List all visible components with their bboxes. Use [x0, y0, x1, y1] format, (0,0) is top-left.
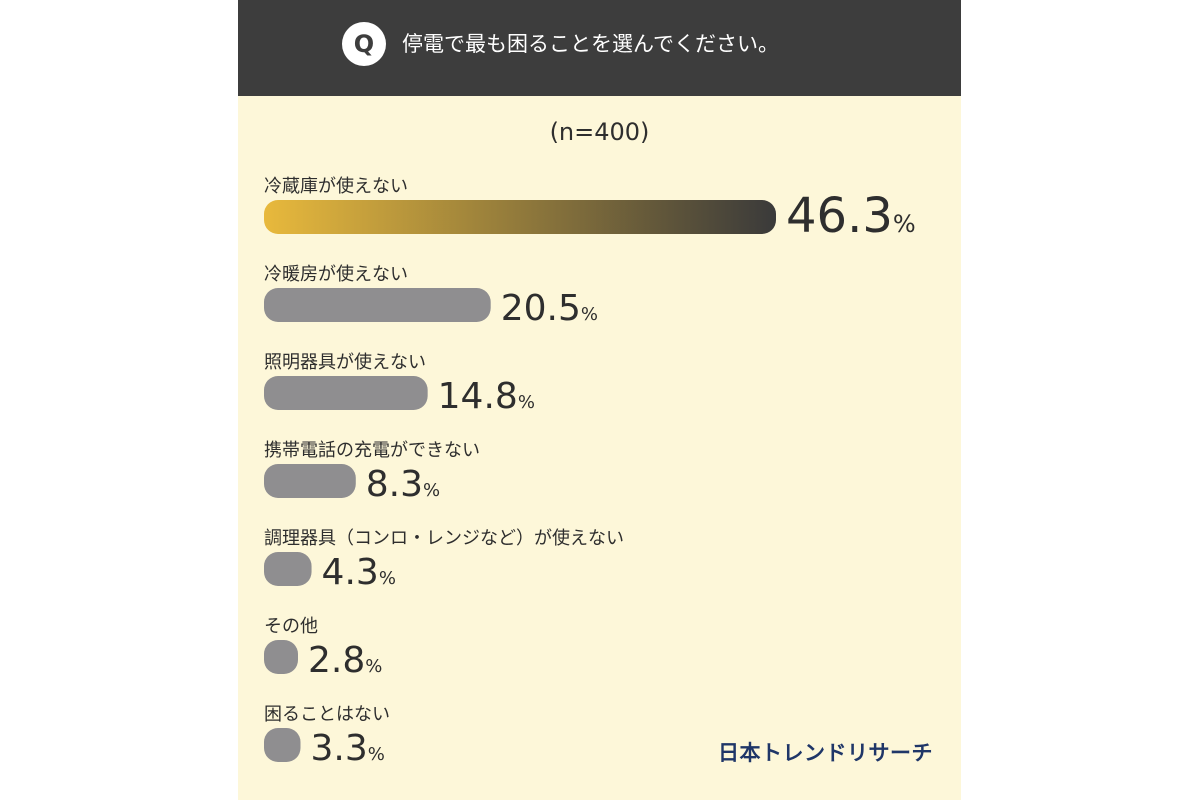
- value-unit: %: [365, 656, 382, 677]
- value-unit: %: [518, 392, 535, 413]
- category-label: 照明器具が使えない: [264, 352, 426, 373]
- value-unit: %: [379, 568, 396, 589]
- category-label: その他: [264, 616, 318, 637]
- bar: [264, 200, 776, 234]
- value-unit: %: [581, 304, 598, 325]
- bar: [264, 728, 301, 762]
- sample-size-note: (n=400): [549, 118, 650, 146]
- brand-logo: 日本トレンドリサーチ: [718, 741, 933, 765]
- bar: [264, 376, 428, 410]
- value-number: 8.3: [366, 464, 423, 505]
- value-label: 14.8%: [438, 376, 535, 417]
- q-badge: Q: [342, 22, 386, 66]
- value-number: 14.8: [438, 376, 518, 417]
- value-number: 2.8: [308, 640, 365, 681]
- category-label: 調理器具（コンロ・レンジなど）が使えない: [264, 528, 624, 549]
- value-unit: %: [893, 210, 916, 238]
- value-number: 3.3: [310, 728, 367, 769]
- bar: [264, 552, 312, 586]
- value-unit: %: [423, 480, 440, 501]
- bar: [264, 464, 356, 498]
- value-label: 20.5%: [501, 288, 598, 329]
- category-label: 冷暖房が使えない: [264, 264, 408, 285]
- category-label: 困ることはない: [264, 704, 390, 725]
- bar: [264, 640, 298, 674]
- bar-chart: 冷蔵庫が使えない 46.3% 冷暖房が使えない 20.5% 照明器具が使えない 14.8%…: [264, 176, 916, 769]
- value-label: 2.8%: [308, 640, 382, 681]
- value-number: 46.3: [786, 188, 893, 244]
- value-label: 3.3%: [310, 728, 384, 769]
- value-label: 8.3%: [366, 464, 440, 505]
- value-unit: %: [368, 744, 385, 765]
- value-number: 20.5: [501, 288, 581, 329]
- category-label: 冷蔵庫が使えない: [264, 176, 408, 197]
- question-text: 停電で最も困ることを選んでください。: [402, 32, 779, 56]
- value-label: 4.3%: [322, 552, 396, 593]
- question-header: Q 停電で最も困ることを選んでください。: [238, 0, 961, 96]
- value-label: 46.3%: [786, 188, 916, 244]
- chart-panel: Q 停電で最も困ることを選んでください。 (n=400) 冷蔵庫が使えない 46.…: [238, 0, 961, 800]
- bar: [264, 288, 491, 322]
- category-label: 携帯電話の充電ができない: [264, 440, 480, 461]
- value-number: 4.3: [322, 552, 379, 593]
